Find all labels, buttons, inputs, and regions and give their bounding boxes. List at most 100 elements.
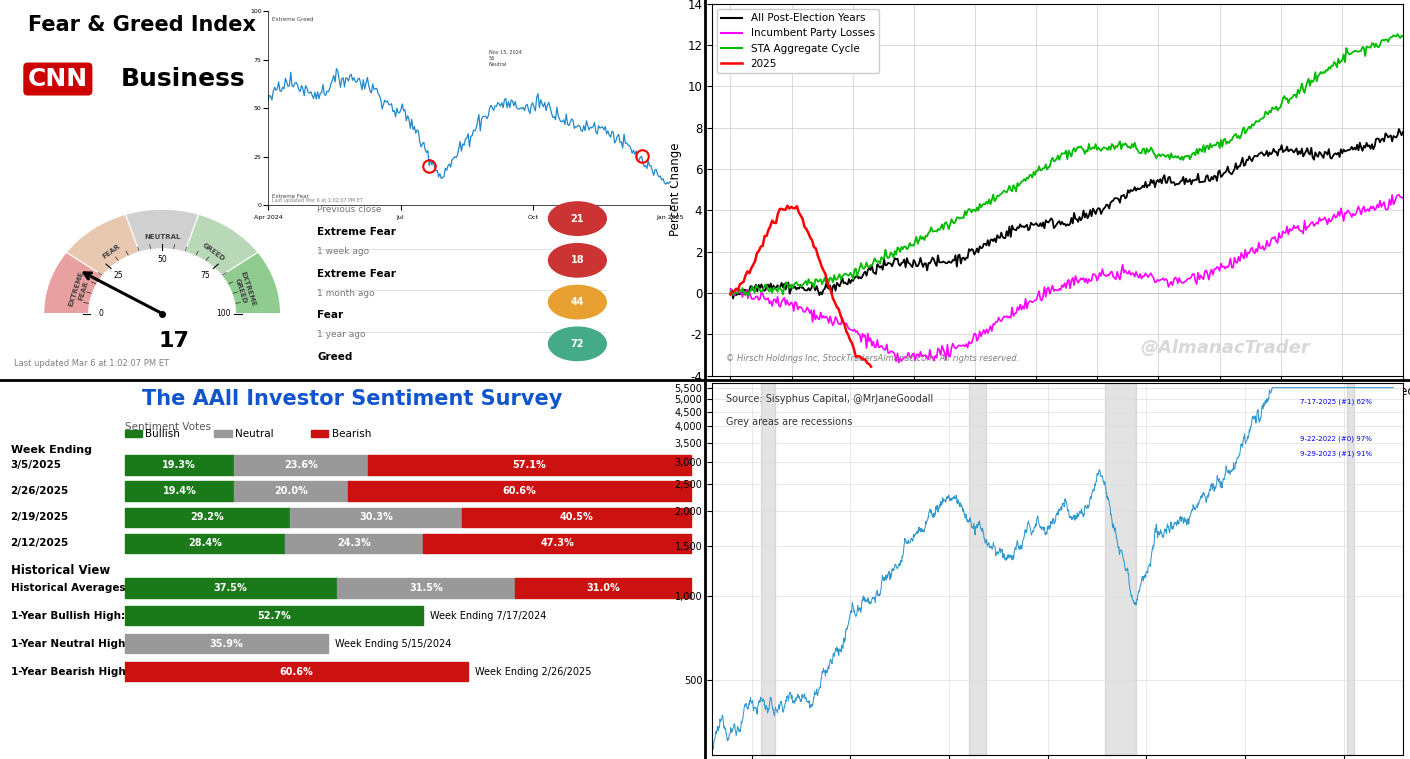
All Post-Election Years (1394, 128, 1410, 137)
Text: CNN: CNN (28, 67, 87, 91)
STA Aggregate Cycle (1275, 93, 1292, 102)
Text: Greed: Greed (317, 352, 352, 362)
Text: Week Ending 2/26/2025: Week Ending 2/26/2025 (475, 666, 591, 676)
2025 (840, 330, 857, 339)
All Post-Election Years (725, 294, 742, 303)
Text: 35.9%: 35.9% (209, 638, 243, 649)
STA Aggregate Cycle (1389, 30, 1406, 39)
Text: 7-17-2025 (#1) 62%: 7-17-2025 (#1) 62% (1300, 398, 1372, 405)
Text: 75: 75 (200, 271, 210, 279)
Text: Fear: Fear (317, 310, 344, 320)
Text: 1-Year Bearish High: 1-Year Bearish High (10, 666, 125, 676)
Text: Bullish: Bullish (145, 429, 180, 439)
Bar (285, 534, 423, 553)
Text: Neutral: Neutral (235, 429, 274, 439)
Text: 1 week ago: 1 week ago (317, 247, 369, 256)
Wedge shape (125, 209, 199, 252)
Line: All Post-Election Years: All Post-Election Years (730, 129, 1403, 298)
Bar (124, 430, 142, 437)
Bar (516, 578, 691, 597)
Text: 9-22-2022 (#0) 97%: 9-22-2022 (#0) 97% (1300, 436, 1372, 442)
Bar (761, 383, 776, 755)
Text: 31.5%: 31.5% (409, 583, 443, 593)
Bar (234, 481, 348, 501)
Text: Source: Sisyphus Capital, @MrJaneGoodall: Source: Sisyphus Capital, @MrJaneGoodall (726, 395, 933, 405)
Bar (124, 578, 337, 597)
Bar (368, 455, 691, 475)
All Post-Election Years (1379, 133, 1396, 142)
Text: 19.4%: 19.4% (162, 487, 196, 496)
Text: 23.6%: 23.6% (283, 460, 317, 470)
STA Aggregate Cycle (1087, 140, 1104, 149)
STA Aggregate Cycle (1394, 32, 1410, 41)
Bar (124, 481, 234, 501)
Bar (234, 455, 368, 475)
Bar (124, 534, 285, 553)
Circle shape (548, 285, 606, 319)
Text: Last updated Mar 6 at 1:02:07 PM ET: Last updated Mar 6 at 1:02:07 PM ET (272, 198, 362, 203)
Text: 2/19/2025: 2/19/2025 (10, 512, 69, 522)
All Post-Election Years (1087, 209, 1104, 219)
2025 (722, 290, 739, 299)
2025 (835, 316, 852, 325)
Wedge shape (221, 252, 281, 313)
Text: © Hirsch Holdings Inc, StockTradersAlmanac.com. All rights reserved.: © Hirsch Holdings Inc, StockTradersAlman… (726, 354, 1019, 363)
2025 (836, 320, 853, 329)
All Post-Election Years (1046, 222, 1063, 231)
Text: 60.6%: 60.6% (502, 487, 536, 496)
Text: Extreme Fear: Extreme Fear (317, 227, 396, 237)
Incumbent Party Losses (1043, 285, 1060, 294)
STA Aggregate Cycle (1379, 37, 1396, 46)
Bar (312, 430, 329, 437)
Wedge shape (185, 214, 258, 276)
Text: Week Ending 5/15/2024: Week Ending 5/15/2024 (334, 638, 451, 649)
Text: 52.7%: 52.7% (257, 611, 290, 621)
Incumbent Party Losses (1087, 271, 1104, 280)
Bar (969, 383, 987, 755)
Bar (461, 508, 691, 527)
Bar (124, 606, 423, 625)
Text: 1 month ago: 1 month ago (317, 288, 375, 298)
2025 (863, 362, 880, 371)
2025 (778, 201, 795, 210)
Bar (348, 481, 691, 501)
Text: Extreme Greed: Extreme Greed (272, 17, 313, 22)
Text: Week Ending 7/17/2024: Week Ending 7/17/2024 (430, 611, 546, 621)
Text: 1-Year Neutral High: 1-Year Neutral High (10, 638, 125, 649)
Text: Nov 15, 2024
56
Neutral: Nov 15, 2024 56 Neutral (489, 50, 522, 67)
STA Aggregate Cycle (739, 291, 756, 301)
Text: 30.3%: 30.3% (360, 512, 392, 522)
Text: @AlmanacTrader: @AlmanacTrader (1141, 339, 1310, 357)
Text: Historical Averages: Historical Averages (10, 583, 125, 593)
Bar (290, 508, 461, 527)
Bar (124, 662, 468, 681)
Text: 24.3%: 24.3% (337, 538, 371, 548)
Text: EXTREME
GREED: EXTREME GREED (233, 270, 257, 310)
2025 (733, 279, 750, 288)
Wedge shape (44, 252, 103, 313)
Text: 40.5%: 40.5% (560, 512, 594, 522)
Incumbent Party Losses (1124, 269, 1141, 278)
Text: The AAll Investor Sentiment Survey: The AAll Investor Sentiment Survey (142, 389, 563, 409)
Line: 2025: 2025 (730, 206, 871, 367)
Text: 100: 100 (217, 309, 231, 318)
Circle shape (548, 244, 606, 277)
Text: Extreme Fear: Extreme Fear (272, 194, 309, 199)
Y-axis label: Percent Change: Percent Change (668, 143, 682, 237)
Text: NEUTRAL: NEUTRAL (144, 235, 180, 241)
Wedge shape (66, 214, 140, 276)
Text: 31.0%: 31.0% (587, 583, 620, 593)
Line: STA Aggregate Cycle: STA Aggregate Cycle (730, 34, 1403, 296)
Bar (124, 455, 234, 475)
Circle shape (548, 202, 606, 235)
All Post-Election Years (1275, 147, 1292, 156)
Incumbent Party Losses (1394, 194, 1410, 203)
Incumbent Party Losses (890, 358, 907, 367)
Text: 57.1%: 57.1% (512, 460, 546, 470)
2025 (830, 304, 847, 313)
STA Aggregate Cycle (1124, 140, 1141, 149)
Text: Last updated Mar 6 at 1:02:07 PM ET: Last updated Mar 6 at 1:02:07 PM ET (14, 359, 169, 368)
All Post-Election Years (1390, 124, 1407, 134)
Text: Extreme Fear: Extreme Fear (317, 269, 396, 279)
Bar (337, 578, 516, 597)
